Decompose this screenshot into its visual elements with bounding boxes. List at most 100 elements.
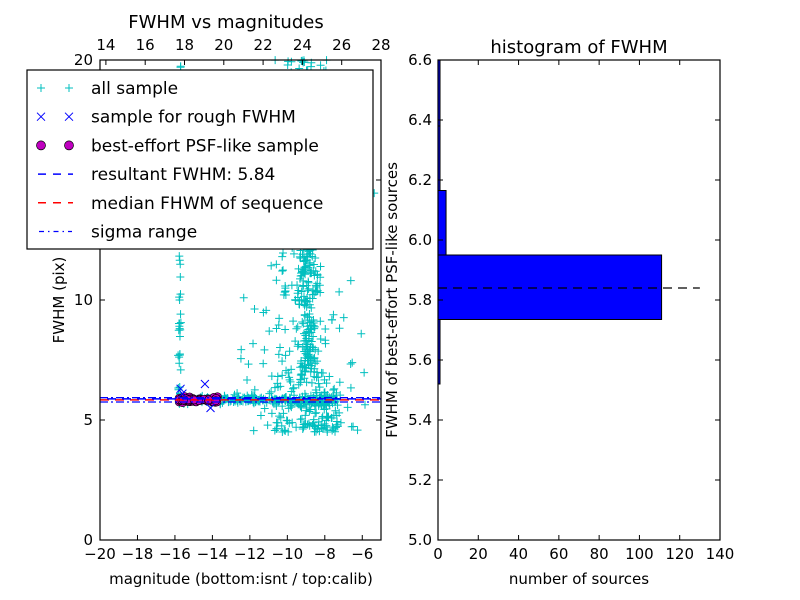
- rough-sample-point: [200, 379, 210, 389]
- all-sample-point: [309, 343, 318, 352]
- all-sample-point: [301, 398, 310, 407]
- top-tick-label: 28: [371, 36, 390, 54]
- all-sample-point: [237, 345, 246, 354]
- all-sample-point: [276, 413, 285, 422]
- all-sample-point: [313, 279, 322, 288]
- all-sample-point: [259, 308, 268, 317]
- all-sample-point: [339, 313, 348, 322]
- all-sample-point: [281, 351, 290, 360]
- all-sample-point: [300, 374, 309, 383]
- all-sample-point: [301, 265, 310, 274]
- left-plot-title: FWHM vs magnitudes: [128, 12, 323, 33]
- legend-circle-icon: [36, 140, 46, 151]
- legend-label: resultant FWHM: 5.84: [91, 165, 275, 185]
- x-tick-label: 20: [469, 545, 488, 563]
- all-sample-point: [300, 257, 309, 266]
- rough-sample-point: [206, 403, 215, 413]
- all-sample-point: [263, 421, 272, 430]
- all-sample-point: [303, 286, 312, 295]
- legend-x-icon: [36, 112, 46, 122]
- all-sample-point: [288, 418, 297, 427]
- all-sample-point: [277, 421, 286, 430]
- x-tick-label: 80: [590, 545, 609, 563]
- all-sample-point: [312, 287, 321, 296]
- all-sample-point: [324, 413, 333, 422]
- all-sample-point: [288, 384, 297, 393]
- x-tick-label: 100: [625, 545, 654, 563]
- rough-sample-point: [178, 389, 187, 398]
- top-tick-label: 26: [332, 36, 351, 54]
- all-sample-point: [272, 260, 281, 269]
- y-tick-label: 5.8: [408, 291, 432, 309]
- all-sample-point: [298, 425, 307, 434]
- left-top-ticks: 14 16 18 20 22 24 26 28: [96, 36, 391, 65]
- all-sample-point: [309, 332, 318, 341]
- y-tick-label: 6.4: [408, 111, 432, 129]
- legend-entry: all sample: [37, 79, 178, 99]
- all-sample-point: [175, 351, 184, 360]
- all-sample-point: [346, 276, 355, 285]
- all-sample-point: [307, 62, 316, 71]
- all-sample-point: [335, 408, 344, 417]
- all-sample-point: [296, 402, 305, 411]
- all-sample-point: [286, 377, 295, 386]
- all-sample-point: [333, 396, 342, 405]
- all-sample-point: [260, 404, 269, 413]
- all-sample-point: [361, 400, 370, 409]
- legend-x-icon: [64, 112, 74, 122]
- all-sample-point: [275, 412, 284, 421]
- all-sample-point: [328, 426, 337, 435]
- all-sample-point: [278, 267, 287, 276]
- all-sample-point: [304, 360, 313, 369]
- all-sample-point: [299, 319, 308, 328]
- all-sample-point: [279, 248, 288, 257]
- all-sample-point: [310, 322, 319, 331]
- all-sample-point: [282, 416, 291, 425]
- all-sample-point: [251, 397, 260, 406]
- legend-entry: resultant FWHM: 5.84: [38, 165, 275, 185]
- all-sample-point: [343, 403, 352, 412]
- all-sample-point: [312, 373, 321, 382]
- all-sample-point: [278, 371, 287, 380]
- all-sample-point: [293, 293, 302, 302]
- all-sample-point: [322, 379, 331, 388]
- legend-plus-icon: [65, 84, 73, 92]
- x-tick-label: −12: [234, 545, 266, 563]
- all-sample-point: [306, 405, 315, 414]
- all-sample-point: [267, 409, 276, 418]
- all-sample-point: [314, 347, 323, 356]
- all-sample-point: [311, 409, 320, 418]
- legend-entry: best-effort PSF-like sample: [36, 136, 319, 156]
- all-sample-point: [360, 368, 369, 377]
- all-sample-point: [270, 426, 279, 435]
- legend-label: all sample: [91, 79, 178, 99]
- all-sample-point: [236, 354, 245, 363]
- all-sample-point: [278, 252, 287, 261]
- x-tick-label: −16: [159, 545, 191, 563]
- all-sample-point: [306, 321, 315, 330]
- all-sample-point: [306, 250, 315, 259]
- all-sample-point: [335, 324, 344, 333]
- all-sample-point: [335, 287, 344, 296]
- top-tick-label: 24: [293, 36, 312, 54]
- all-sample-point: [272, 424, 281, 433]
- all-sample-point: [298, 363, 307, 372]
- all-sample-point: [287, 365, 296, 374]
- all-sample-point: [303, 354, 312, 363]
- legend: all sample sample for rough FWHM best-effo…: [26, 69, 374, 250]
- all-sample-point: [278, 357, 287, 366]
- top-tick-label: 14: [96, 36, 115, 54]
- all-sample-point: [274, 350, 283, 359]
- legend-entry: sample for rough FWHM: [36, 108, 296, 128]
- all-sample-point: [332, 423, 341, 432]
- all-sample-point: [309, 418, 318, 427]
- all-sample-point: [307, 337, 316, 346]
- all-sample-point: [273, 382, 282, 391]
- x-tick-label: 0: [433, 545, 443, 563]
- y-tick-label: 5.4: [408, 411, 432, 429]
- left-x-label: magnitude (bottom:isnt / top:calib): [109, 570, 373, 588]
- all-sample-point: [348, 358, 357, 367]
- y-tick-label: 5: [83, 411, 93, 429]
- all-sample-point: [273, 379, 282, 388]
